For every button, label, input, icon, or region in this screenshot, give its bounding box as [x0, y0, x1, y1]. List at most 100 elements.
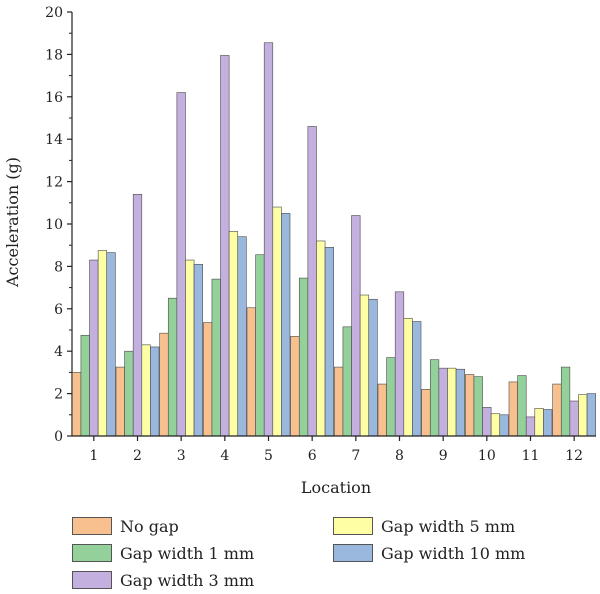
x-tick-label: 4	[220, 448, 229, 464]
legend-item: Gap width 1 mm	[72, 542, 254, 564]
bars	[72, 42, 596, 437]
bar-no-gap-loc-6	[290, 336, 300, 437]
bar-gap-width-5-mm-loc-6	[316, 240, 326, 437]
y-tick-label: 10	[45, 217, 63, 233]
bar-gap-width-1-mm-loc-6	[298, 277, 309, 437]
legend-item: Gap width 3 mm	[72, 569, 254, 591]
legend-label: Gap width 1 mm	[120, 543, 255, 563]
bar-gap-width-1-mm-loc-7	[342, 326, 352, 437]
legend-label: Gap width 5 mm	[381, 516, 516, 536]
bar-gap-width-5-mm-loc-7	[359, 294, 370, 437]
legend-item: No gap	[72, 515, 179, 537]
bar-gap-width-5-mm-loc-11	[534, 408, 544, 437]
bar-gap-width-1-mm-loc-8	[386, 357, 396, 437]
bar-gap-width-3-mm-loc-9	[438, 367, 448, 437]
y-tick-label: 14	[45, 132, 63, 148]
bar-gap-width-1-mm-loc-4	[211, 278, 221, 437]
bar-gap-width-1-mm-loc-1	[80, 334, 90, 437]
x-tick-label: 1	[89, 448, 98, 464]
y-tick-label: 18	[45, 47, 63, 63]
bar-no-gap-loc-10	[465, 374, 475, 437]
bar-gap-width-5-mm-loc-2	[141, 344, 151, 437]
bar-no-gap-loc-12	[552, 383, 562, 437]
x-tick-label: 12	[565, 448, 583, 464]
bar-gap-width-10-mm-loc-6	[324, 247, 334, 437]
bar-no-gap-loc-1	[72, 372, 82, 437]
bar-gap-width-3-mm-loc-12	[569, 400, 579, 437]
legend-label: Gap width 10 mm	[381, 543, 526, 563]
bar-gap-width-10-mm-loc-10	[499, 414, 509, 437]
y-tick-label: 6	[54, 302, 63, 318]
bar-gap-width-10-mm-loc-3	[193, 263, 203, 437]
bar-gap-width-1-mm-loc-10	[473, 376, 483, 437]
bar-no-gap-loc-3	[159, 332, 169, 437]
bar-gap-width-1-mm-loc-11	[517, 375, 527, 437]
bar-gap-width-5-mm-loc-12	[578, 394, 588, 437]
bar-no-gap-loc-11	[508, 381, 518, 437]
x-tick-label: 2	[133, 448, 142, 464]
y-tick-label: 12	[45, 175, 63, 191]
bar-gap-width-3-mm-loc-2	[132, 194, 143, 437]
bar-gap-width-10-mm-loc-5	[281, 213, 291, 437]
bar-gap-width-1-mm-loc-3	[167, 297, 178, 437]
bar-no-gap-loc-2	[115, 366, 125, 437]
y-tick-label: 16	[45, 90, 63, 106]
legend-item: Gap width 10 mm	[333, 542, 525, 564]
y-axis: 0 2 4 6 8 10 12 14 16 18 20	[45, 5, 73, 445]
bar-gap-width-5-mm-loc-1	[97, 250, 108, 437]
x-tick-label: 5	[264, 448, 273, 464]
bar-gap-width-5-mm-loc-10	[490, 413, 501, 437]
x-tick-label: 3	[177, 448, 186, 464]
legend-swatch	[333, 544, 373, 562]
legend-swatch	[333, 517, 373, 535]
bar-gap-width-1-mm-loc-9	[429, 359, 440, 437]
bar-gap-width-10-mm-loc-11	[543, 409, 553, 437]
bar-gap-width-3-mm-loc-7	[351, 215, 361, 437]
y-axis-title: Acceleration (g)	[3, 157, 22, 288]
x-tick-label: 11	[522, 448, 540, 464]
bar-gap-width-3-mm-loc-3	[176, 92, 186, 437]
y-tick-label: 2	[54, 387, 63, 403]
y-tick-label: 8	[54, 259, 63, 275]
bar-no-gap-loc-8	[377, 383, 387, 437]
bar-gap-width-1-mm-loc-2	[124, 350, 134, 437]
y-tick-label: 4	[54, 344, 63, 360]
y-tick-label: 20	[45, 5, 63, 21]
bar-gap-width-1-mm-loc-5	[255, 254, 265, 437]
y-tick-label: 0	[54, 429, 63, 445]
bar-gap-width-3-mm-loc-5	[263, 42, 274, 437]
bar-no-gap-loc-4	[203, 322, 213, 437]
x-axis: 1 2 3 4 5 6 7 8 9 10 11 12	[72, 435, 596, 464]
bar-gap-width-1-mm-loc-12	[560, 366, 571, 437]
bar-gap-width-5-mm-loc-5	[272, 206, 282, 437]
bar-no-gap-loc-5	[246, 307, 256, 437]
bar-gap-width-10-mm-loc-4	[237, 236, 247, 437]
legend-label: No gap	[120, 516, 179, 536]
bar-no-gap-loc-9	[421, 389, 431, 437]
bar-gap-width-10-mm-loc-9	[455, 368, 465, 437]
legend-item: Gap width 5 mm	[333, 515, 515, 537]
x-tick-label: 10	[478, 448, 496, 464]
bar-gap-width-3-mm-loc-10	[482, 407, 492, 437]
bar-gap-width-5-mm-loc-8	[403, 318, 413, 437]
x-tick-label: 6	[308, 448, 317, 464]
bar-gap-width-10-mm-loc-12	[586, 393, 596, 437]
bar-gap-width-3-mm-loc-1	[89, 259, 99, 437]
bar-gap-width-5-mm-loc-4	[228, 231, 239, 437]
x-tick-label: 9	[439, 448, 448, 464]
bar-gap-width-3-mm-loc-8	[394, 291, 405, 437]
x-axis-title: Location	[301, 478, 371, 497]
bar-gap-width-10-mm-loc-7	[368, 298, 378, 437]
bar-gap-width-5-mm-loc-9	[447, 367, 457, 437]
bar-no-gap-loc-7	[334, 366, 344, 437]
bar-gap-width-3-mm-loc-6	[307, 126, 317, 437]
bar-gap-width-10-mm-loc-2	[150, 346, 160, 437]
legend-label: Gap width 3 mm	[120, 570, 255, 590]
legend-swatch	[72, 517, 112, 535]
x-tick-label: 8	[395, 448, 404, 464]
x-tick-label: 7	[351, 448, 360, 464]
bar-gap-width-10-mm-loc-8	[412, 321, 422, 437]
bar-gap-width-3-mm-loc-11	[525, 416, 536, 437]
legend-swatch	[72, 544, 112, 562]
